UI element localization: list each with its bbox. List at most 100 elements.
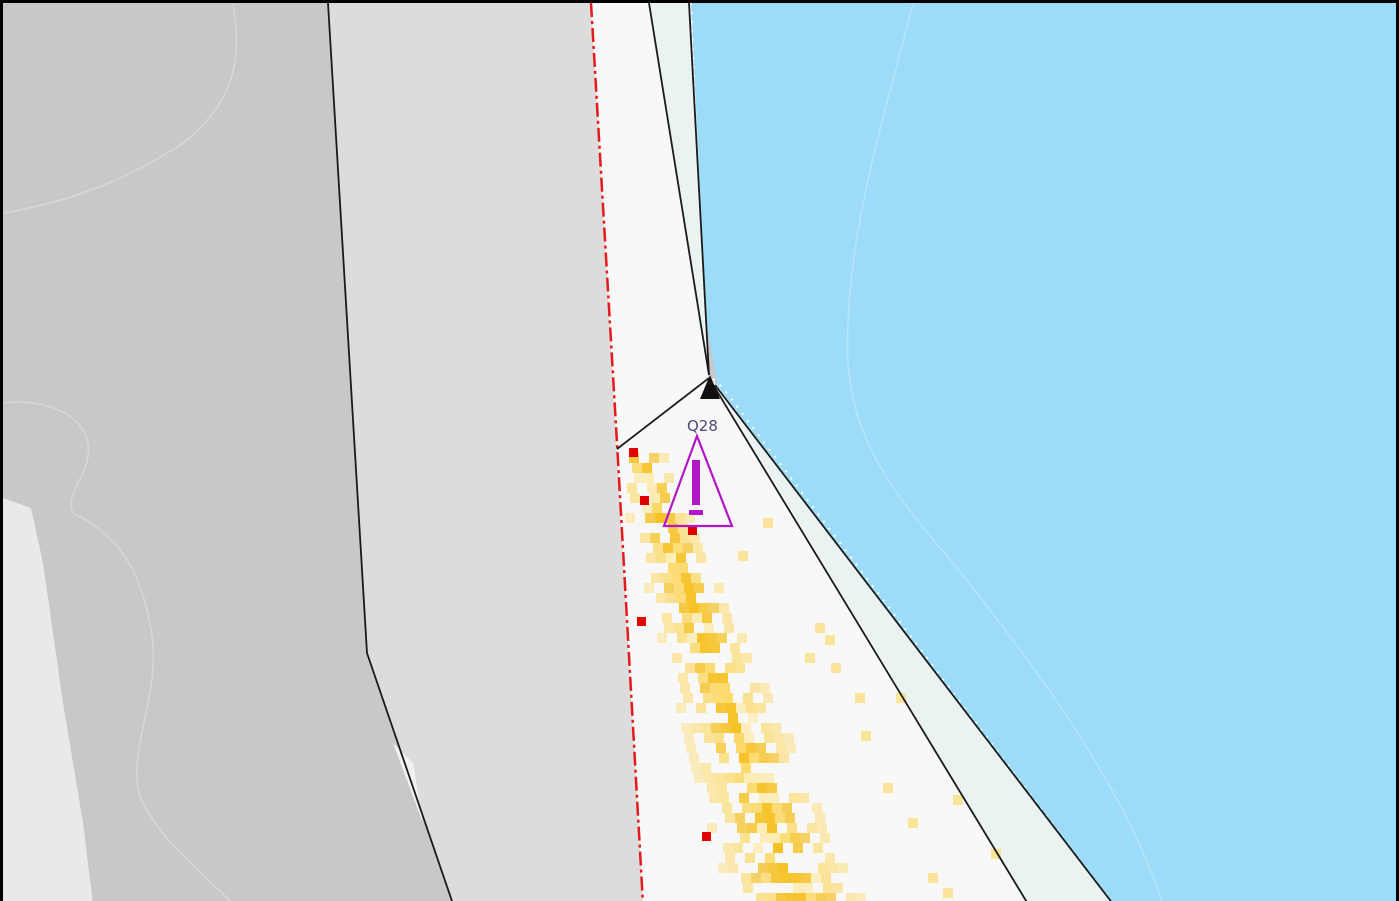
heat-cell [943,888,953,898]
heat-cell [704,623,714,633]
heat-cell [677,633,687,643]
heat-cell [796,893,806,901]
marker-q28[interactable]: Q28 [687,375,720,435]
heat-cell [785,813,795,823]
heat-cell [908,818,918,828]
heat-cell [694,773,704,783]
heat-cell [670,533,680,543]
heat-cell [657,633,667,643]
heat-cell [861,731,871,741]
heat-cell [744,733,754,743]
heat-cell [675,513,685,523]
heat-cell [700,683,710,693]
hotspot-cell[interactable] [688,526,697,535]
heat-cell [756,703,766,713]
heat-cell [769,793,779,803]
heat-cell [664,623,674,633]
heat-cell [769,753,779,763]
heat-cell [668,563,678,573]
heat-cell [664,473,674,483]
heat-cell [745,853,755,863]
heat-cell [741,723,751,733]
water-body [691,3,1396,901]
heat-cell [627,483,637,493]
heat-cell [645,513,655,523]
heat-cell [817,823,827,833]
heat-cell [787,823,797,833]
heat-cell [789,793,799,803]
heat-cell [725,853,735,863]
heat-cell [758,863,768,873]
heat-cell [763,518,773,528]
heat-cell [642,503,652,513]
heat-cell [774,733,784,743]
heat-cell [707,783,717,793]
heat-cell [697,633,707,643]
heat-cell [674,583,684,593]
heat-cell [953,795,963,805]
heat-cell [735,663,745,673]
heat-cell [749,753,759,763]
heat-cell [807,823,817,833]
land-contour [3,3,238,901]
heat-cell [754,773,764,783]
heat-cell [718,673,728,683]
heat-cell [702,613,712,623]
heat-cell [776,743,786,753]
heat-cell [733,843,743,853]
warning-marker[interactable] [662,432,734,528]
heat-cell [760,833,770,843]
heat-cell [815,623,825,633]
heat-cell [689,753,699,763]
heat-cell [786,743,796,753]
heat-cell [684,583,694,593]
heat-cell [680,683,690,693]
heat-cell [818,863,828,873]
heat-cell [685,513,695,523]
heat-cell [695,663,705,673]
heat-cell [681,723,691,733]
heat-cell [825,853,835,863]
map-canvas[interactable]: Q28 [3,3,1399,901]
heat-cell [644,583,654,593]
hotspot-cell[interactable] [637,617,646,626]
heat-cell [655,513,665,523]
heat-cell [662,613,672,623]
heat-cell [747,823,757,833]
heat-cell [661,573,671,583]
heat-cell [784,733,794,743]
heat-cell [826,893,836,901]
heat-cell [701,763,711,773]
heat-cell [700,643,710,653]
heat-cell [756,893,766,901]
heat-cell [771,873,781,883]
heat-cell [743,883,753,893]
heat-cell [778,863,788,873]
heat-cell [694,583,704,593]
heat-cell [690,643,700,653]
route-line-west [327,3,453,901]
heat-cell [676,593,686,603]
heat-cell [701,723,711,733]
heat-cell [742,653,752,663]
heat-cell [721,723,731,733]
heat-cell [685,663,695,673]
heat-cell [737,823,747,833]
heat-cell [683,543,693,553]
heat-cell [653,543,663,553]
heat-cell [793,883,803,893]
heat-cell [656,553,666,563]
hotspot-cell[interactable] [640,496,649,505]
heat-cell [710,683,720,693]
heat-cell [723,843,733,853]
hotspot-cell[interactable] [702,832,711,841]
heat-cell [649,453,659,463]
heat-cell [761,723,771,733]
heat-cell [800,833,810,843]
heat-cell [896,693,906,703]
heat-cell [710,643,720,653]
heat-cell [642,463,652,473]
heat-cell [805,653,815,663]
hotspot-cell[interactable] [629,448,638,457]
